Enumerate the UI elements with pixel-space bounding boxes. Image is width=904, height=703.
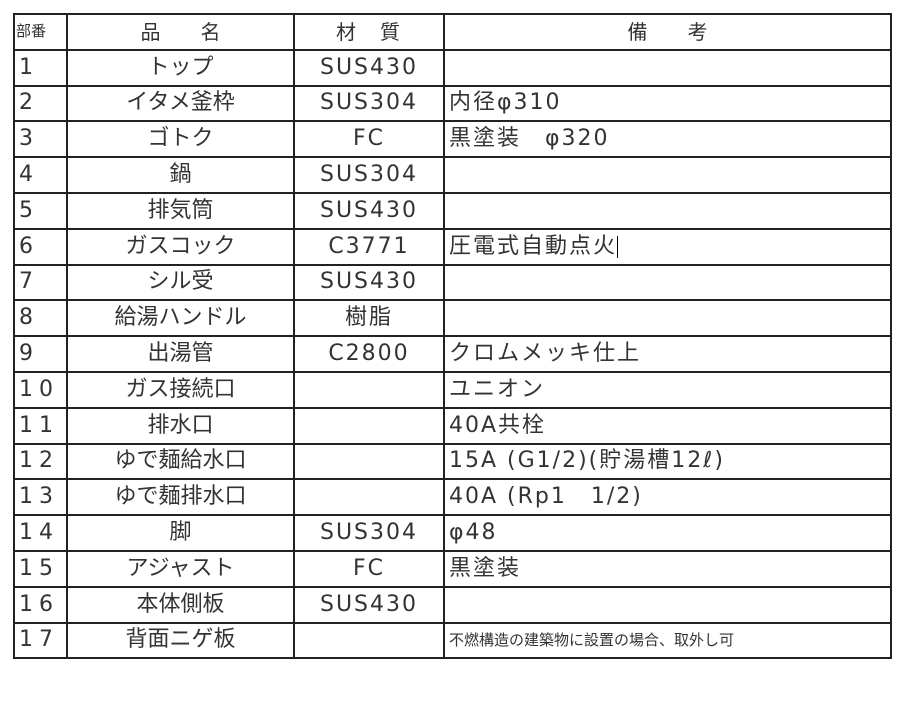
part-no-cell: 6 [13,227,68,266]
remarks-cell [443,299,892,338]
part-no-cell: 9 [13,335,68,373]
material-cell [293,370,445,409]
part-no-cell: 12 [13,442,68,481]
part-name-cell: 背面ニゲ板 [66,621,295,660]
remarks-cell: 内径φ310 [443,84,892,123]
part-no-cell: 8 [13,299,68,338]
part-no-cell: 16 [13,585,68,624]
material-cell: 樹脂 [293,299,445,338]
remarks-cell [443,263,892,302]
table-row: 13 ゆで麺排水口 40A (Rp1 1/2) [13,478,892,517]
text-cursor [617,235,619,258]
table-row: 1 トップ SUS430 [13,48,892,87]
part-name-cell: ガスコック [66,227,295,266]
part-no-cell: 10 [13,370,68,409]
part-name-cell: 脚 [66,514,295,552]
part-no-cell: 2 [13,84,68,123]
material-cell: SUS430 [293,48,445,87]
part-no-cell: 15 [13,549,68,588]
table-row: 4 鍋 SUS304 [13,156,892,194]
table-row: 17 背面ニゲ板 不燃構造の建築物に設置の場合、取外し可 [13,621,892,660]
table-row: 6 ガスコック C3771 圧電式自動点火 [13,227,892,266]
material-cell: SUS430 [293,191,445,230]
part-no-cell: 1 [13,48,68,87]
part-name-cell: トップ [66,48,295,87]
remarks-cell: φ48 [443,514,892,552]
table-row: 15 アジャスト FC 黒塗装 [13,549,892,588]
parts-table: 部番 品 名 材 質 備 考 1 トップ SUS430 2 イタメ釜枠 SUS304 内径φ… [13,13,892,660]
part-name-cell: イタメ釜枠 [66,84,295,123]
table-row: 10 ガス接続口 ユニオン [13,370,892,409]
table-row: 12 ゆで麺給水口 15A (G1/2)(貯湯槽12ℓ) [13,442,892,481]
material-cell: SUS430 [293,263,445,302]
remarks-cell [443,585,892,624]
table-header-row: 部番 品 名 材 質 備 考 [13,13,892,51]
part-name-cell: ガス接続口 [66,370,295,409]
material-cell [293,478,445,517]
part-no-cell: 5 [13,191,68,230]
part-no-cell: 13 [13,478,68,517]
part-name-cell: 排気筒 [66,191,295,230]
header-part-no: 部番 [13,13,68,51]
part-name-cell: アジャスト [66,549,295,588]
remarks-cell: 黒塗装 φ320 [443,120,892,159]
remarks-cell: 40A (Rp1 1/2) [443,478,892,517]
material-cell [293,621,445,660]
part-no-cell: 4 [13,156,68,194]
remarks-cell: 不燃構造の建築物に設置の場合、取外し可 [443,621,892,660]
table-row: 14 脚 SUS304 φ48 [13,514,892,552]
part-name-cell: 排水口 [66,406,295,445]
part-name-cell: シル受 [66,263,295,302]
table-row: 8 給湯ハンドル 樹脂 [13,299,892,338]
part-name-cell: 給湯ハンドル [66,299,295,338]
material-cell: SUS430 [293,585,445,624]
material-cell [293,406,445,445]
remarks-cell [443,48,892,87]
material-cell: SUS304 [293,156,445,194]
part-no-cell: 11 [13,406,68,445]
remarks-cell: 15A (G1/2)(貯湯槽12ℓ) [443,442,892,481]
part-no-cell: 17 [13,621,68,660]
part-no-cell: 3 [13,120,68,159]
material-cell: FC [293,120,445,159]
material-cell: SUS304 [293,514,445,552]
header-material: 材 質 [293,13,445,51]
table-row: 3 ゴトク FC 黒塗装 φ320 [13,120,892,159]
remarks-cell [443,156,892,194]
part-no-cell: 7 [13,263,68,302]
material-cell: SUS304 [293,84,445,123]
part-name-cell: ゆで麺排水口 [66,478,295,517]
material-cell: C3771 [293,227,445,266]
remarks-cell: 黒塗装 [443,549,892,588]
table-row: 7 シル受 SUS430 [13,263,892,302]
part-name-cell: 出湯管 [66,335,295,373]
part-name-cell: 本体側板 [66,585,295,624]
header-part-name: 品 名 [66,13,295,51]
part-no-cell: 14 [13,514,68,552]
table-row: 2 イタメ釜枠 SUS304 内径φ310 [13,84,892,123]
table-row: 5 排気筒 SUS430 [13,191,892,230]
part-name-cell: ゆで麺給水口 [66,442,295,481]
remarks-cell [443,191,892,230]
part-name-cell: 鍋 [66,156,295,194]
remarks-cell: 圧電式自動点火 [443,227,892,266]
part-name-cell: ゴトク [66,120,295,159]
header-remarks: 備 考 [443,13,892,51]
material-cell: FC [293,549,445,588]
table-row: 11 排水口 40A共栓 [13,406,892,445]
material-cell [293,442,445,481]
table-row: 16 本体側板 SUS430 [13,585,892,624]
remarks-cell: 40A共栓 [443,406,892,445]
table-row: 9 出湯管 C2800 クロムメッキ仕上 [13,335,892,373]
remarks-cell: ユニオン [443,370,892,409]
material-cell: C2800 [293,335,445,373]
remarks-cell: クロムメッキ仕上 [443,335,892,373]
